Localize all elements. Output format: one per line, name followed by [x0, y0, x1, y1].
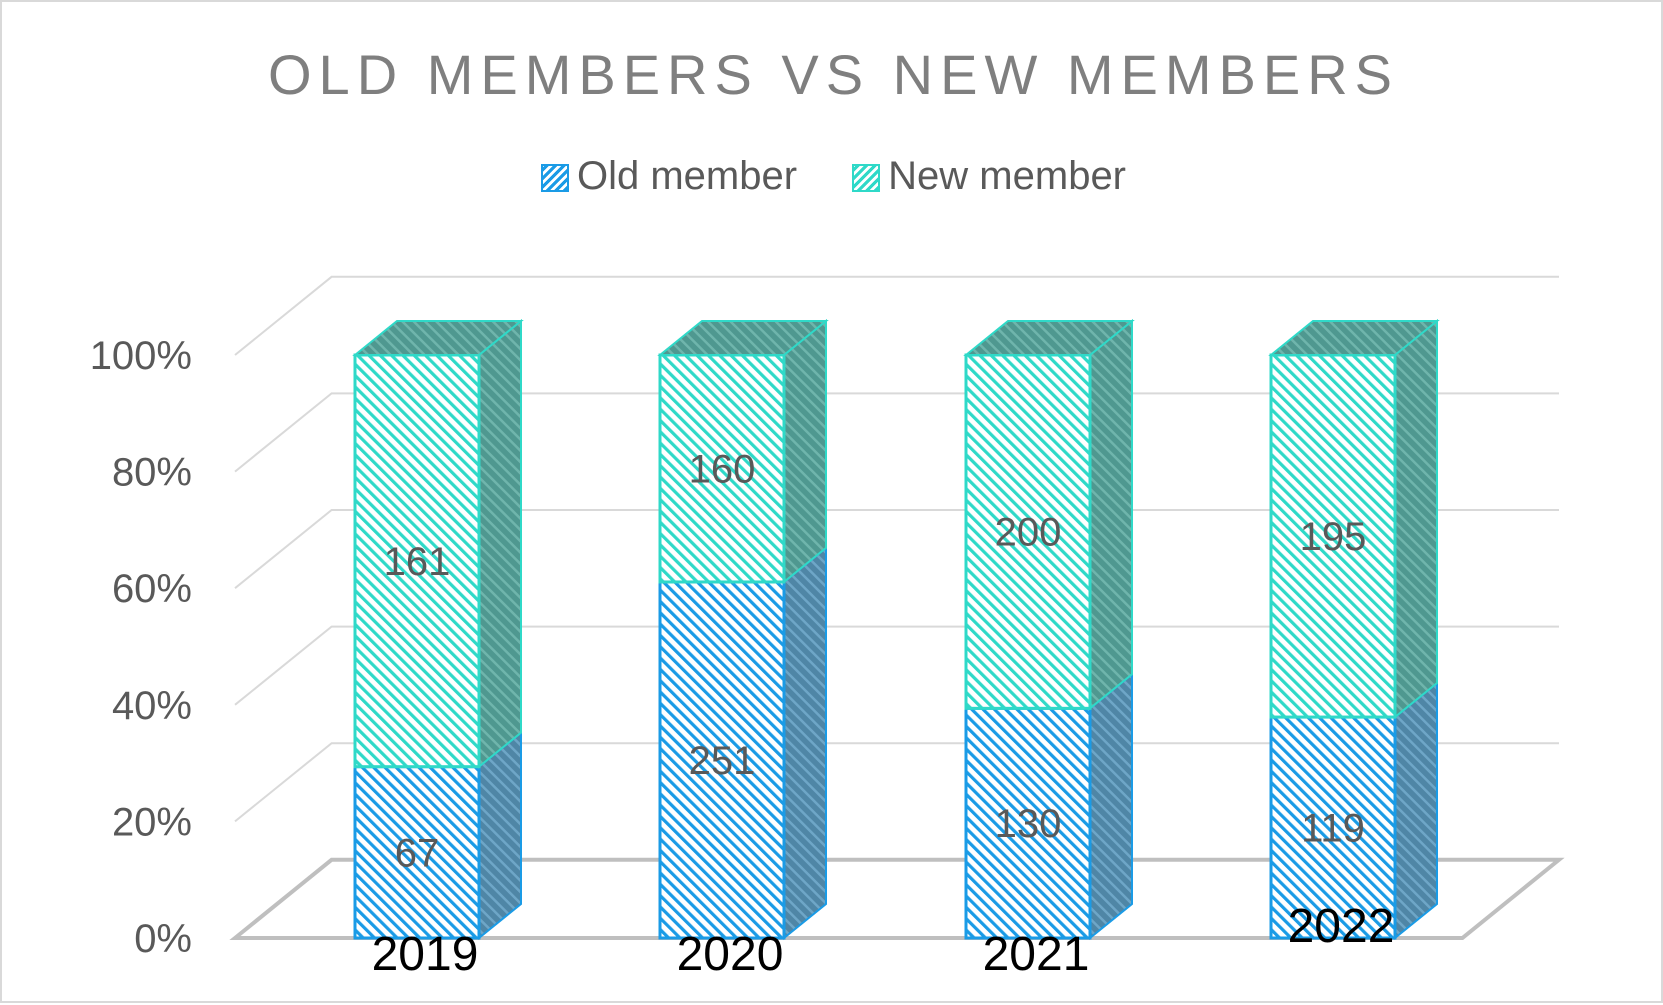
x-category-label: 2022 — [1288, 900, 1395, 953]
y-tick-label: 100% — [90, 334, 192, 378]
gridline — [234, 275, 1559, 356]
data-label: 195 — [1300, 515, 1367, 559]
new-member-bar-side — [1089, 318, 1133, 711]
old-member-bar-side — [783, 545, 827, 941]
chart-title: OLD MEMBERS VS NEW MEMBERS — [267, 43, 1400, 106]
gridline — [234, 625, 1559, 706]
data-label: 161 — [384, 540, 451, 584]
gridline — [234, 509, 1559, 589]
legend-label-old: Old member — [576, 153, 798, 198]
y-tick-label: 0% — [134, 917, 192, 961]
old-member-bar-side — [478, 730, 522, 941]
bar-top — [352, 320, 524, 356]
bar-group-2019: 67 161 2019 — [352, 318, 524, 981]
bar-top — [657, 320, 829, 356]
new-member-bar — [353, 353, 481, 769]
data-label: 119 — [1301, 807, 1365, 851]
data-label: 160 — [689, 447, 756, 491]
legend-swatch-old — [540, 163, 569, 192]
y-tick-label: 20% — [112, 800, 192, 844]
x-category-label: 2021 — [983, 928, 1090, 981]
legend-entry-old: Old member — [540, 153, 798, 199]
legend-label-new: New member — [888, 153, 1127, 198]
y-tick-label: 40% — [112, 684, 192, 728]
x-category-label: 2019 — [372, 928, 479, 981]
bar-group-2020: 251 160 2020 — [657, 318, 829, 981]
new-member-bar — [1269, 353, 1397, 719]
old-member-bar — [353, 765, 481, 940]
new-member-bar-side — [783, 318, 827, 585]
legend-swatch-new — [852, 163, 881, 192]
old-member-bar — [964, 706, 1092, 940]
bar-top — [963, 320, 1135, 356]
new-member-bar-side — [1394, 318, 1438, 720]
x-category-label: 2020 — [677, 928, 784, 981]
data-label: 130 — [995, 802, 1062, 846]
bar-top — [1268, 320, 1440, 356]
legend: Old member New member — [2, 152, 1663, 199]
old-member-bar — [1269, 715, 1397, 940]
data-label: 67 — [395, 831, 440, 875]
old-member-bar-side — [1394, 680, 1438, 941]
gridline — [234, 392, 1559, 473]
bar-group-2022: 119 195 2022 — [1268, 318, 1440, 953]
bar-group-2021: 130 200 2021 — [963, 318, 1135, 981]
new-member-bar-side — [478, 318, 522, 769]
y-tick-label: 80% — [112, 451, 192, 495]
new-member-bar — [964, 353, 1092, 710]
data-label: 251 — [689, 739, 756, 783]
new-member-bar — [658, 353, 786, 584]
data-label: 200 — [995, 511, 1062, 555]
legend-entry-new: New member — [852, 154, 1126, 199]
y-tick-label: 60% — [112, 567, 192, 611]
old-member-bar-side — [1089, 672, 1133, 941]
gridline — [234, 742, 1559, 823]
